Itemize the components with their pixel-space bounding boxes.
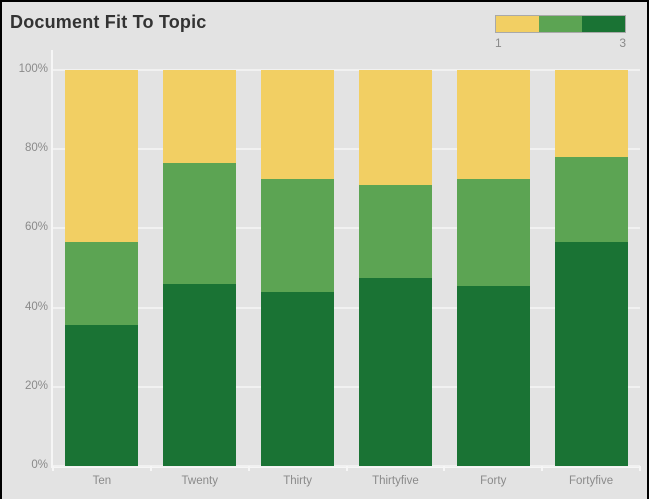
bar-segment-fortyfive-value-1[interactable]	[554, 70, 628, 158]
legend-color-segment-2[interactable]	[539, 16, 582, 32]
legend-max-label: 3	[619, 36, 626, 50]
legend-labels: 1 3	[495, 36, 626, 50]
x-category-label-forty: Forty	[480, 475, 507, 487]
stacked-bar-thirty[interactable]	[261, 70, 335, 466]
bar-segment-fortyfive-value-2[interactable]	[554, 157, 628, 243]
bar-segment-ten-value-2[interactable]	[65, 242, 139, 326]
stacked-bar-twenty[interactable]	[163, 70, 237, 466]
stacked-bar-thirtyfive[interactable]	[358, 70, 432, 466]
bar-segment-thirty-value-1[interactable]	[261, 70, 335, 179]
x-axis-tick	[52, 466, 54, 471]
x-axis-tick	[345, 466, 348, 471]
bar-segment-twenty-value-3[interactable]	[163, 283, 237, 466]
x-category-label-twenty: Twenty	[181, 475, 218, 487]
y-tick-label: 80%	[24, 142, 48, 155]
legend-min-label: 1	[495, 36, 502, 50]
legend-color-segment-3[interactable]	[582, 16, 625, 32]
stacked-bar-fortyfive[interactable]	[554, 70, 628, 466]
bar-segment-thirty-value-3[interactable]	[261, 291, 335, 466]
x-category-label-thirty: Thirty	[283, 475, 312, 487]
bar-segment-ten-value-1[interactable]	[65, 70, 139, 243]
x-axis-tick	[639, 466, 641, 471]
x-category-label-ten: Ten	[92, 475, 112, 487]
x-axis-tick	[247, 466, 250, 471]
bar-segment-forty-value-3[interactable]	[456, 285, 530, 466]
bar-segment-twenty-value-1[interactable]	[163, 70, 237, 164]
gridline-80%	[53, 148, 640, 151]
y-tick-label: 0%	[31, 459, 48, 471]
bar-segment-forty-value-1[interactable]	[456, 70, 530, 179]
bar-segment-thirty-value-2[interactable]	[261, 178, 335, 292]
bar-segment-twenty-value-2[interactable]	[163, 163, 237, 284]
y-tick-label: 20%	[24, 379, 48, 392]
bar-segment-fortyfive-value-3[interactable]	[554, 242, 628, 466]
bar-segment-thirtyfive-value-2[interactable]	[358, 184, 432, 278]
x-axis-tick	[443, 466, 446, 471]
y-axis-line	[51, 50, 53, 468]
y-tick-label: 40%	[24, 300, 48, 313]
gridline-20%	[53, 385, 640, 388]
gridline-40%	[53, 306, 640, 309]
stacked-bar-forty[interactable]	[456, 70, 530, 466]
bar-segment-thirtyfive-value-1[interactable]	[358, 70, 432, 185]
bar-segment-thirtyfive-value-3[interactable]	[358, 277, 432, 466]
gridline-60%	[53, 227, 640, 230]
x-category-label-thirtyfive: Thirtyfive	[372, 475, 419, 487]
legend-color-segment-1[interactable]	[496, 16, 539, 32]
legend-color-ramp[interactable]	[495, 15, 626, 33]
bar-segment-forty-value-2[interactable]	[456, 178, 530, 286]
x-category-label-fortyfive: Fortyfive	[569, 475, 614, 487]
y-tick-label: 60%	[24, 221, 48, 234]
y-tick-label: 100%	[18, 63, 48, 75]
plot-area	[51, 50, 640, 468]
gridline-100%	[53, 69, 640, 71]
x-axis-tick	[149, 466, 152, 471]
color-legend[interactable]: 1 3	[495, 15, 626, 50]
x-axis-tick	[541, 466, 544, 471]
stacked-bar-ten[interactable]	[65, 70, 139, 466]
chart-title: Document Fit To Topic	[10, 12, 207, 32]
bar-segment-ten-value-3[interactable]	[65, 325, 139, 466]
